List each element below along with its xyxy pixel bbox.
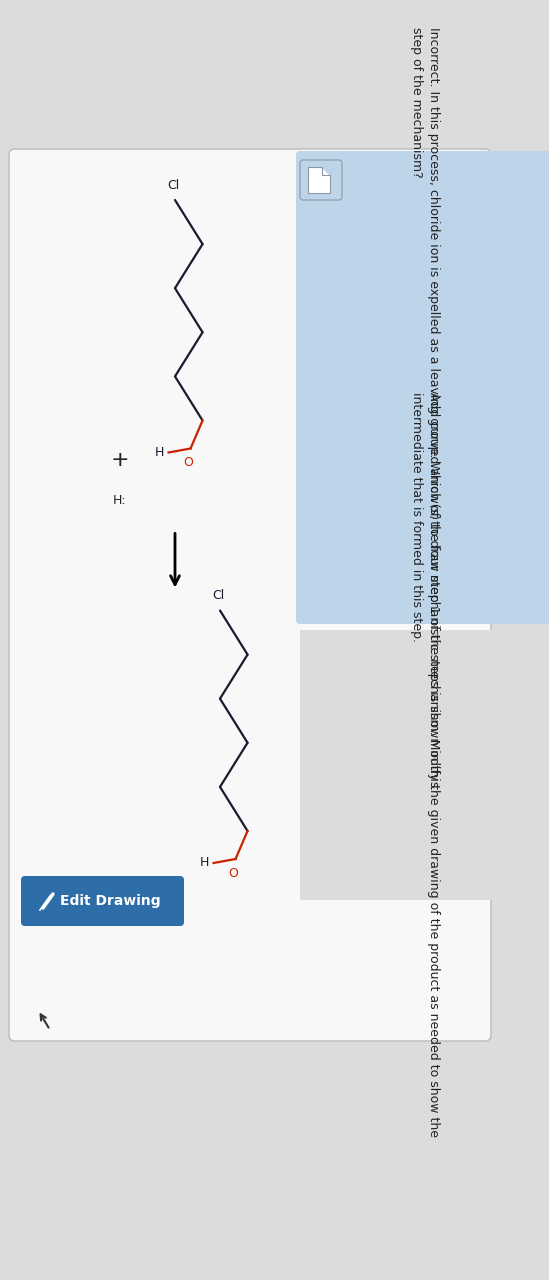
Text: H:: H: <box>113 494 127 507</box>
Text: Incorrect. In this process, chloride ion is expelled as a leaving group. Which o: Incorrect. In this process, chloride ion… <box>410 27 440 787</box>
Text: Add curved arrow(s) to draw step 1 of the mechanism. Modify the given drawing of: Add curved arrow(s) to draw step 1 of th… <box>410 393 440 1138</box>
Text: O: O <box>183 457 193 470</box>
Text: Edit Drawing: Edit Drawing <box>60 893 161 908</box>
FancyBboxPatch shape <box>21 876 184 925</box>
FancyBboxPatch shape <box>308 166 330 193</box>
Text: Cl: Cl <box>212 590 224 603</box>
FancyBboxPatch shape <box>300 160 342 200</box>
FancyBboxPatch shape <box>300 630 549 900</box>
Text: O: O <box>228 867 238 879</box>
Text: H: H <box>155 445 165 460</box>
Text: H: H <box>200 856 210 869</box>
Polygon shape <box>322 166 330 175</box>
Text: +: + <box>111 451 130 471</box>
FancyBboxPatch shape <box>9 148 491 1041</box>
FancyBboxPatch shape <box>296 151 549 623</box>
Text: Cl: Cl <box>167 179 179 192</box>
